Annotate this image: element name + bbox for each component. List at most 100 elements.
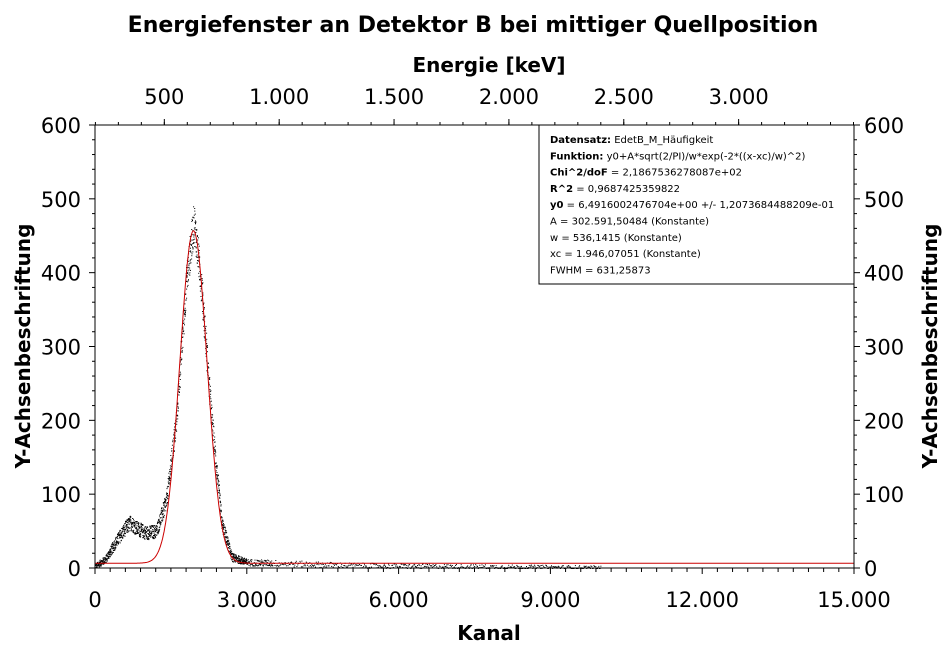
scatter-point [569, 566, 571, 568]
scatter-point [109, 552, 111, 554]
scatter-point [119, 535, 121, 537]
scatter-point [164, 505, 166, 507]
scatter-point [197, 256, 199, 258]
scatter-point [177, 415, 179, 417]
scatter-point [218, 479, 219, 481]
scatter-point [305, 565, 307, 567]
scatter-point [217, 483, 219, 485]
scatter-point [177, 418, 179, 420]
scatter-point [135, 531, 137, 533]
legend-entry: Chi^2/doF = 2,1867536278087e+02 [550, 168, 742, 179]
scatter-point [103, 559, 104, 561]
scatter-point [220, 510, 222, 512]
scatter-point [130, 516, 132, 518]
scatter-point [235, 557, 237, 559]
scatter-point [144, 534, 146, 536]
scatter-point [123, 527, 125, 529]
scatter-point [239, 560, 241, 562]
scatter-point [360, 565, 362, 566]
scatter-point [170, 459, 172, 461]
scatter-point [192, 246, 193, 248]
scatter-point [197, 260, 199, 261]
legend-entry-key: R^2 [550, 184, 573, 195]
scatter-point [189, 259, 191, 261]
scatter-point [164, 498, 165, 500]
scatter-point [134, 522, 136, 524]
scatter-point [529, 566, 531, 568]
scatter-point [177, 403, 179, 405]
scatter-point [122, 526, 124, 528]
scatter-point [200, 288, 202, 290]
scatter-point [211, 416, 213, 418]
scatter-point [149, 531, 150, 533]
scatter-point [180, 357, 182, 359]
top-tick-label: 1.000 [249, 85, 309, 109]
scatter-point [386, 566, 388, 568]
scatter-point [169, 480, 171, 482]
scatter-point [159, 526, 161, 528]
scatter-point [156, 527, 158, 529]
scatter-point [203, 325, 205, 327]
scatter-point [177, 406, 179, 408]
scatter-point [427, 565, 429, 567]
scatter-point [595, 566, 597, 567]
scatter-point [174, 426, 176, 428]
scatter-point [199, 271, 201, 273]
scatter-point [354, 565, 356, 567]
scatter-point [149, 525, 151, 527]
scatter-point [96, 566, 98, 568]
scatter-point [558, 566, 560, 568]
scatter-point [166, 503, 168, 505]
scatter-point [162, 514, 164, 516]
scatter-point [186, 281, 187, 282]
scatter-point [189, 274, 191, 276]
scatter-point [204, 337, 206, 339]
scatter-point [194, 238, 196, 240]
scatter-point [215, 455, 217, 457]
scatter-point [263, 563, 265, 565]
scatter-point [225, 531, 227, 533]
scatter-point [380, 566, 382, 568]
scatter-point [115, 536, 117, 538]
scatter-point [258, 560, 260, 562]
scatter-point [219, 494, 221, 496]
scatter-point [550, 566, 552, 568]
scatter-point [190, 239, 192, 241]
scatter-point [125, 525, 127, 527]
scatter-point [154, 525, 156, 527]
chart-title: Energiefenster an Detektor B bei mittige… [128, 13, 819, 38]
scatter-point [432, 564, 434, 566]
scatter-point [115, 544, 117, 545]
scatter-point [258, 564, 260, 566]
scatter-point [235, 556, 237, 558]
scatter-point [168, 481, 170, 483]
scatter-point [160, 509, 162, 511]
scatter-point [269, 565, 270, 566]
scatter-point [161, 511, 163, 513]
scatter-point [222, 527, 224, 529]
scatter-point [242, 559, 244, 561]
scatter-point [245, 560, 247, 562]
scatter-point [180, 361, 181, 363]
scatter-point [219, 496, 221, 498]
scatter-point [327, 565, 329, 567]
scatter-point [569, 566, 571, 568]
scatter-point [248, 561, 250, 563]
scatter-point [136, 528, 138, 530]
scatter-point [216, 466, 218, 468]
scatter-point [133, 532, 135, 534]
scatter-point [211, 406, 213, 408]
scatter-point [131, 528, 132, 530]
scatter-point [198, 272, 200, 274]
scatter-point [173, 451, 175, 452]
scatter-point [237, 559, 239, 561]
scatter-point [111, 553, 113, 555]
scatter-point [98, 566, 100, 568]
scatter-point [198, 243, 200, 245]
y-axis-title-left: Y-Achsenbeschriftung [11, 224, 35, 470]
legend-entry-value: EdetB_M_Häufigkeit [611, 135, 713, 146]
top-axis-title: Energie [keV] [412, 53, 565, 77]
scatter-point [177, 407, 179, 409]
scatter-point [174, 441, 176, 443]
scatter-point [238, 562, 240, 564]
